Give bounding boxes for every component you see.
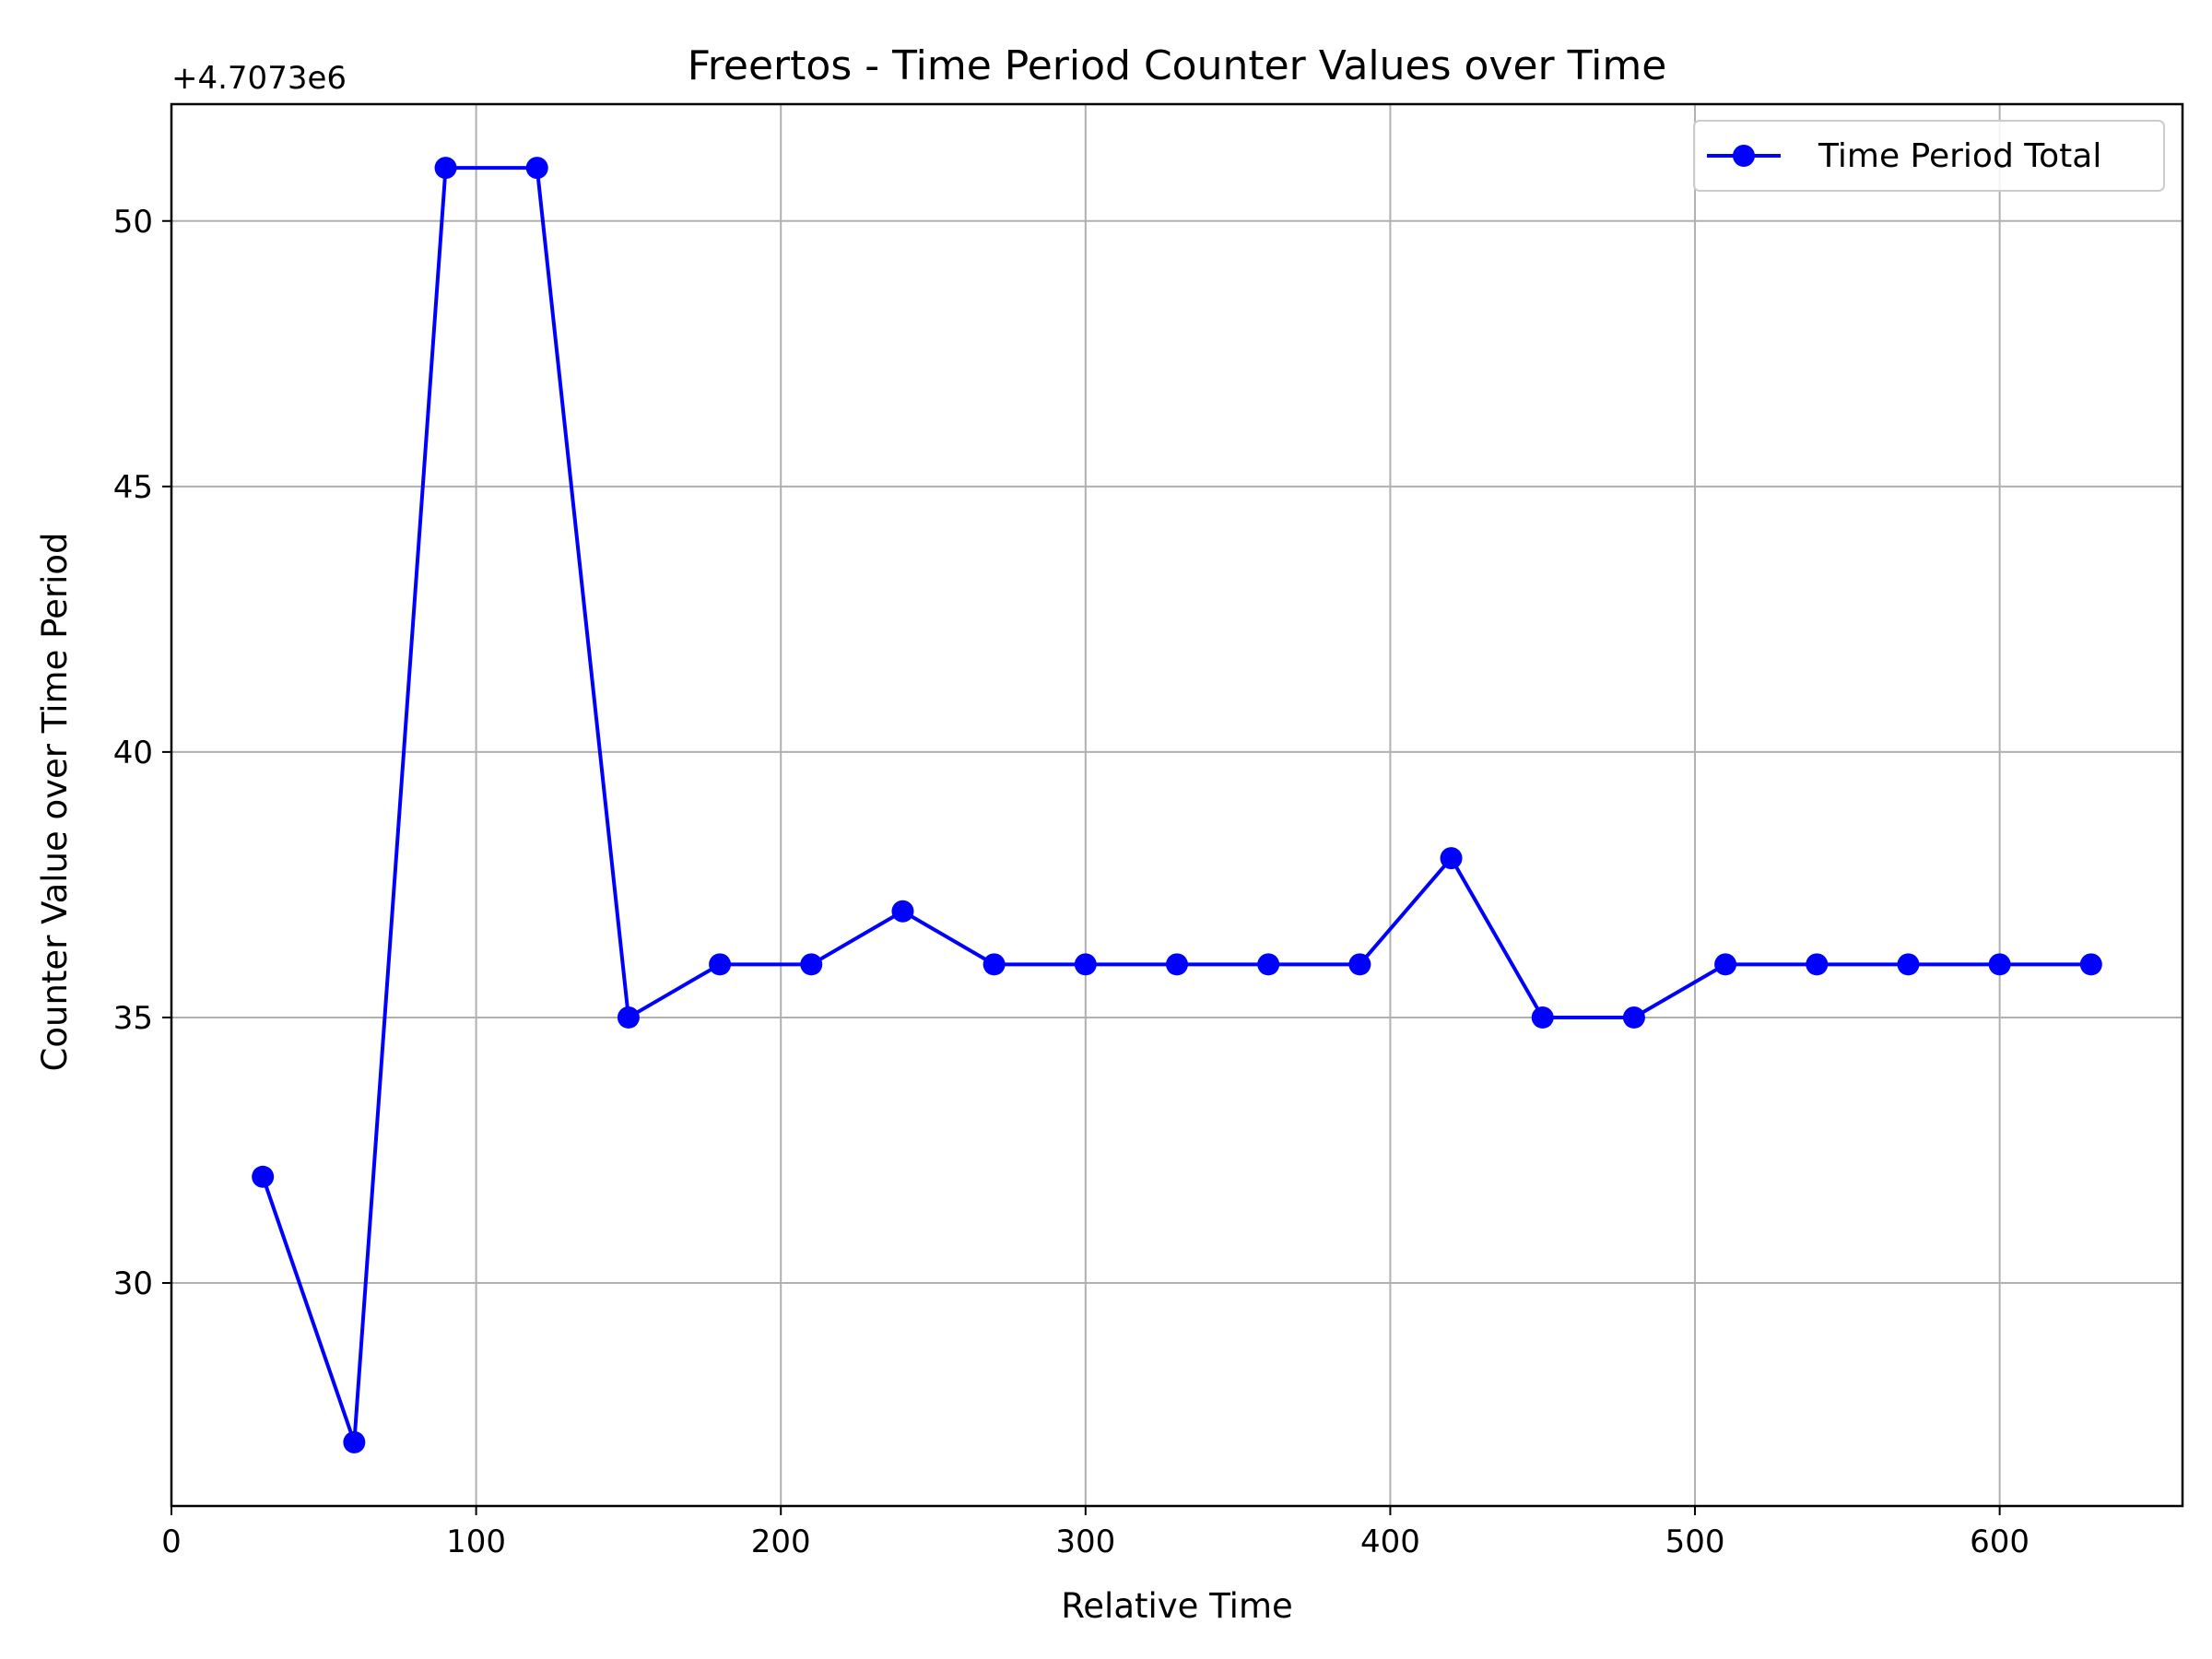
- data-point: [1074, 953, 1097, 976]
- data-point: [1348, 953, 1371, 976]
- data-point: [617, 1006, 640, 1029]
- x-tick-label: 400: [1360, 1524, 1420, 1560]
- data-point: [1806, 953, 1829, 976]
- legend-box: [1693, 120, 2165, 192]
- y-tick-label: 35: [113, 1000, 153, 1037]
- y-tick-label: 40: [113, 735, 153, 771]
- data-point: [891, 900, 914, 923]
- data-point: [709, 953, 732, 976]
- grid-lines: [171, 104, 2183, 1506]
- data-point: [1714, 953, 1737, 976]
- plot-frame: [170, 102, 2184, 1508]
- data-point: [2079, 953, 2102, 976]
- data-point: [343, 1430, 366, 1453]
- y-tick-label: 30: [113, 1265, 153, 1302]
- data-point: [1440, 847, 1463, 870]
- y-tick-label: 45: [113, 469, 153, 506]
- chart-title: Freertos - Time Period Counter Values ov…: [688, 42, 1667, 89]
- legend: Time Period Total: [1693, 120, 2165, 192]
- data-point: [1988, 953, 2011, 976]
- x-tick-label: 600: [1970, 1524, 2030, 1560]
- legend-marker-swatch: [1733, 145, 1755, 167]
- x-tick-label: 200: [751, 1524, 811, 1560]
- y-tick-label: 50: [113, 204, 153, 241]
- legend-label: Time Period Total: [1818, 137, 2101, 175]
- x-tick-label: 0: [161, 1524, 182, 1560]
- data-point: [1166, 953, 1188, 976]
- data-point: [1622, 1006, 1645, 1029]
- data-point: [1531, 1006, 1554, 1029]
- data-point: [252, 1165, 275, 1188]
- y-axis: 30 35 40 45 50: [113, 204, 171, 1302]
- x-tick-label: 500: [1665, 1524, 1725, 1560]
- x-axis: 0 100 200 300 400 500 600: [161, 1506, 2030, 1560]
- x-tick-label: 300: [1055, 1524, 1115, 1560]
- y-axis-label: Counter Value over Time Period: [35, 533, 75, 1072]
- y-axis-offset-label: +4.7073e6: [171, 60, 347, 97]
- data-point: [525, 157, 548, 180]
- data-point: [800, 953, 823, 976]
- x-tick-label: 100: [446, 1524, 506, 1560]
- data-point: [434, 157, 457, 180]
- data-point: [1257, 953, 1280, 976]
- data-point: [982, 953, 1006, 976]
- x-axis-label: Relative Time: [1061, 1586, 1293, 1626]
- data-point: [1897, 953, 1920, 976]
- series-layer: [252, 157, 2102, 1453]
